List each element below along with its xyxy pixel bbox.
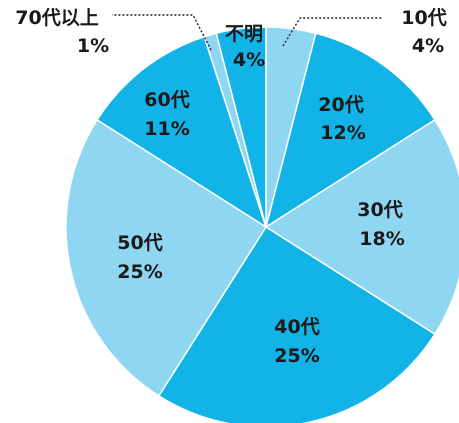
slice-value-unknown: 4% (233, 49, 265, 71)
leader-line-70s-plus (112, 14, 212, 51)
slice-label-10s: 10代 (401, 7, 446, 29)
pie-slices (65, 26, 459, 423)
slice-label-30s: 30代 (357, 199, 402, 221)
pie-slice-50s (65, 119, 267, 397)
slice-labels: 10代 4% 20代 12% 30代 18% 40代 25% 50代 25% 6… (15, 7, 446, 367)
slice-value-60s: 11% (144, 118, 189, 140)
slice-label-60s: 60代 (144, 89, 189, 111)
slice-value-10s: 4% (412, 35, 444, 57)
slice-value-30s: 18% (359, 228, 404, 250)
pie-slice-unknown (215, 26, 267, 228)
pie-slice-40s (158, 226, 436, 423)
slice-label-unknown: 不明 (225, 23, 263, 45)
slice-label-40s: 40代 (274, 316, 319, 338)
pie-slice-30s (265, 119, 459, 335)
slice-value-40s: 25% (274, 345, 319, 367)
slice-value-70s-plus: 1% (77, 35, 109, 57)
slice-label-70s-plus: 70代以上 (15, 7, 98, 29)
slice-label-20s: 20代 (318, 94, 363, 116)
slice-label-50s: 50代 (117, 232, 162, 254)
leader-line-10s (282, 17, 383, 47)
slice-value-50s: 25% (117, 261, 162, 283)
slice-value-20s: 12% (320, 122, 365, 144)
pie-slice-20s (265, 32, 436, 228)
pie-slice-60s (96, 36, 267, 228)
leader-lines (112, 14, 383, 51)
